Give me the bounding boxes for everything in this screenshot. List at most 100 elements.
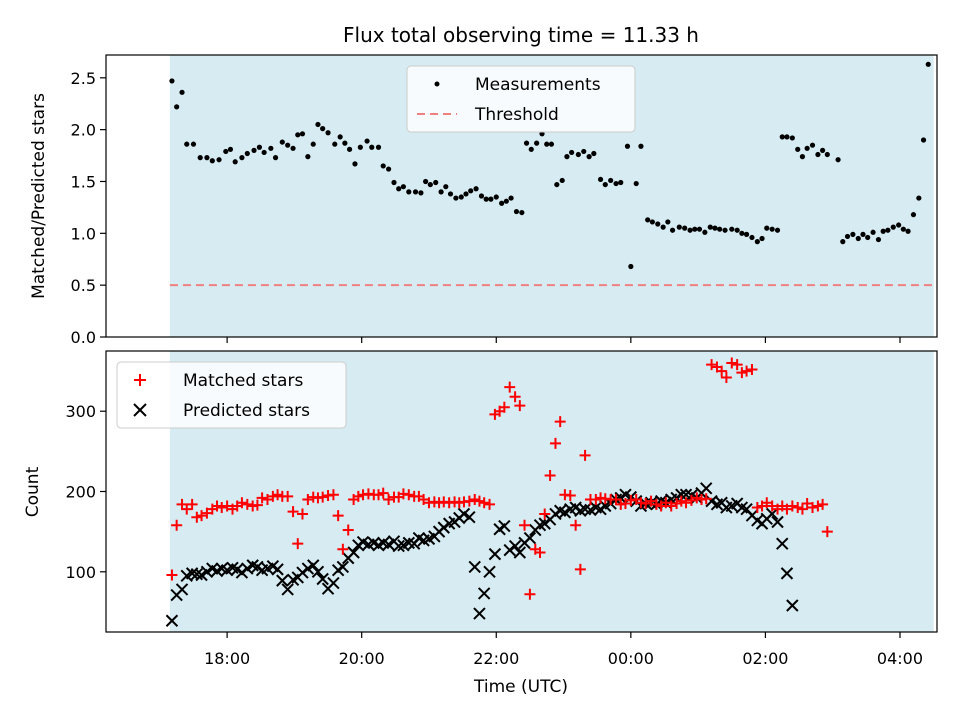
measurement-point <box>400 184 407 190</box>
measurement-point <box>602 181 608 188</box>
matched-star-point <box>675 495 687 507</box>
measurement-point <box>391 179 397 186</box>
x-tick-label: 22:00 <box>473 649 519 668</box>
measurement-point <box>427 181 433 188</box>
measurement-point <box>669 227 676 233</box>
measurement-point <box>649 219 655 225</box>
measurement-point <box>850 231 856 237</box>
measurement-point <box>204 155 210 161</box>
matched-star-point <box>671 498 683 510</box>
measurement-point <box>478 193 485 199</box>
measurement-point <box>696 226 703 232</box>
matched-star-point <box>469 494 481 506</box>
matched-star-point <box>786 500 798 512</box>
x-tick-label: 20:00 <box>339 649 385 668</box>
matched-star-point <box>817 498 829 510</box>
measurement-point <box>559 177 565 184</box>
measurement-point <box>396 186 402 192</box>
measurement-point <box>618 179 624 186</box>
measurement-point <box>438 189 444 195</box>
predicted-star-point <box>281 583 294 596</box>
matched-star-point <box>706 359 718 371</box>
ratio-legend-box <box>406 65 636 133</box>
measurement-point <box>764 225 770 231</box>
matched-star-point <box>211 500 223 512</box>
matched-star-point <box>534 547 546 559</box>
measurement-point <box>174 104 180 110</box>
measurement-point <box>197 155 203 161</box>
y-tick-label: 1.0 <box>71 224 96 243</box>
predicted-star-point <box>392 539 405 553</box>
predicted-star-point <box>190 567 204 581</box>
y-tick-label: 2.0 <box>71 121 96 140</box>
x-tick-label: 02:00 <box>742 649 788 668</box>
measurement-point <box>534 140 540 146</box>
matched-star-point <box>171 519 183 531</box>
measurement-point <box>925 61 931 67</box>
matched-star-point <box>821 526 833 538</box>
matched-star-point <box>251 499 263 511</box>
matched-star-point <box>302 494 314 506</box>
matched-star-point <box>731 359 743 371</box>
matched-star-point <box>807 502 819 514</box>
y-tick-label: 100 <box>65 563 96 582</box>
count-legend: Matched stars Predicted stars <box>116 361 347 429</box>
measurement-point <box>795 146 801 152</box>
predicted-star-point <box>327 576 340 590</box>
measurement-point <box>890 224 896 230</box>
matched-star-point <box>191 511 203 523</box>
matched-star-point <box>287 506 299 518</box>
y-tick-label: 2.5 <box>71 69 96 88</box>
measurement-point <box>844 233 851 240</box>
measurement-point <box>824 151 830 158</box>
x-tick-label: 00:00 <box>608 649 654 668</box>
measurement-point <box>406 189 412 195</box>
measurement-point <box>443 184 449 190</box>
matched-star-point <box>590 494 602 506</box>
measurement-point <box>692 226 698 232</box>
measurement-point <box>423 178 429 185</box>
matched-star-point <box>282 490 294 502</box>
matched-star-point <box>685 494 697 506</box>
legend-label-matched: Matched stars <box>183 371 303 391</box>
matched-star-point <box>746 363 758 375</box>
measurement-point <box>447 191 454 197</box>
matched-star-point <box>166 569 178 581</box>
matched-star-point <box>716 365 728 377</box>
measurement-point <box>169 78 175 84</box>
measurement-point <box>239 155 245 161</box>
matched-star-point <box>403 489 415 501</box>
measurement-point <box>581 148 587 155</box>
measurement-point <box>279 139 285 145</box>
measurement-point <box>272 155 279 161</box>
measurement-point <box>569 149 575 156</box>
y-tick-label: 300 <box>65 402 96 421</box>
measurement-point <box>223 148 229 155</box>
measurement-point <box>676 224 682 230</box>
legend-label-threshold: Threshold <box>474 105 559 125</box>
matched-star-point <box>640 498 652 510</box>
measurement-point <box>905 228 911 234</box>
matched-star-point <box>373 489 385 501</box>
matched-star-point <box>554 416 566 428</box>
predicted-star-point <box>307 559 320 572</box>
measurement-point <box>916 195 922 201</box>
measurement-point <box>655 221 661 227</box>
ratio-x-ticks <box>226 337 901 343</box>
predicted-star-point <box>473 607 486 620</box>
measurement-point <box>346 146 353 152</box>
predicted-star-point <box>776 537 789 550</box>
matched-star-point <box>574 563 586 575</box>
measurement-point <box>244 150 250 157</box>
matched-star-point <box>463 495 475 507</box>
matched-star-point <box>741 365 753 377</box>
measurement-point <box>804 145 810 151</box>
measurement-point <box>295 132 301 138</box>
count-legend-box <box>116 361 347 429</box>
measurement-point <box>357 144 363 150</box>
measurement-point <box>564 154 570 160</box>
measurement-point <box>305 154 311 160</box>
predicted-star-point <box>523 531 537 545</box>
matched-star-point <box>610 494 622 506</box>
